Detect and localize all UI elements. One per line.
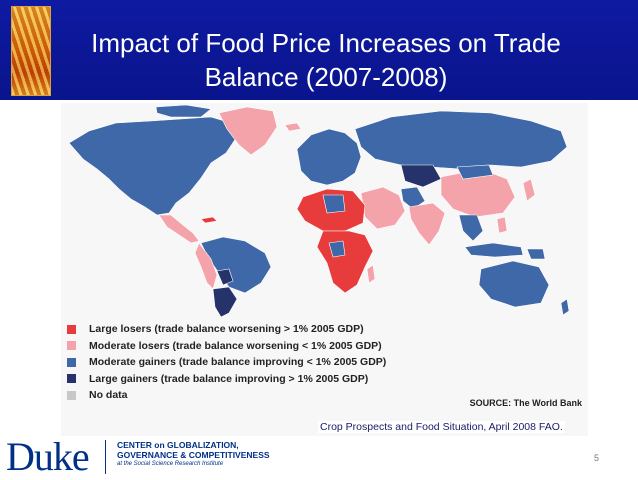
legend-item: Large losers (trade balance worsening > … [67, 321, 386, 338]
center-name: CENTER on GLOBALIZATION, GOVERNANCE & CO… [117, 440, 270, 469]
legend-label: Moderate losers (trade balance worsening… [89, 339, 382, 352]
world-map-panel: Large losers (trade balance worsening > … [61, 103, 588, 436]
region-libya-algeria [322, 194, 346, 214]
region-japan [522, 178, 536, 202]
region-argentina [212, 286, 238, 318]
region-sub-saharan-africa [316, 230, 374, 294]
region-kazakhstan [400, 164, 442, 188]
legend-swatch [67, 341, 76, 351]
region-bolivia [216, 268, 234, 286]
region-central-africa [328, 240, 346, 258]
legend-label: Large gainers (trade balance improving >… [89, 372, 369, 385]
region-central-america [158, 214, 200, 244]
citation: Crop Prospects and Food Situation, April… [318, 421, 565, 433]
region-australia [478, 260, 550, 308]
map-legend: Large losers (trade balance worsening > … [67, 321, 386, 404]
legend-item: Moderate losers (trade balance worsening… [67, 338, 386, 355]
region-north-america [68, 116, 237, 216]
title-banner: Impact of Food Price Increases on Trade … [0, 0, 638, 100]
region-greenland [218, 106, 278, 156]
legend-label: No data [89, 389, 128, 402]
center-line-1: CENTER on GLOBALIZATION, [117, 440, 239, 450]
region-philippines [496, 216, 508, 234]
region-iceland [284, 122, 302, 132]
page-number: 5 [594, 453, 600, 463]
region-canadian-arctic [155, 104, 212, 118]
region-southeast-asia [458, 214, 484, 242]
center-line-3: at the Social Science Research Institute [117, 461, 224, 467]
duke-logo: Duke [6, 434, 90, 479]
region-india [408, 202, 446, 246]
region-andes [194, 242, 218, 290]
map-source: SOURCE: The World Bank [469, 398, 582, 408]
slide-title: Impact of Food Price Increases on Trade … [56, 26, 596, 94]
region-europe [296, 128, 362, 186]
center-line-2: GOVERNANCE & COMPETITIVENESS [117, 450, 270, 460]
legend-label: Large losers (trade balance worsening > … [89, 323, 364, 336]
region-middle-east [360, 186, 406, 230]
legend-swatch [67, 324, 76, 334]
region-russia [354, 110, 568, 170]
region-caribbean [200, 216, 218, 224]
region-madagascar [366, 264, 376, 284]
logo-divider [105, 440, 106, 474]
legend-item: Large gainers (trade balance improving >… [67, 371, 386, 388]
world-map [68, 104, 570, 318]
legend-swatch [67, 357, 76, 367]
title-line-2: Balance (2007-2008) [204, 62, 448, 92]
region-png [526, 248, 546, 260]
flame-image [11, 6, 51, 96]
legend-swatch [67, 374, 76, 384]
title-line-1: Impact of Food Price Increases on Trade [91, 28, 561, 58]
legend-item: Moderate gainers (trade balance improvin… [67, 354, 386, 371]
region-new-zealand [560, 298, 570, 316]
legend-item: No data [67, 387, 386, 404]
legend-swatch [67, 390, 76, 400]
region-iran [400, 186, 426, 210]
region-indonesia [464, 242, 524, 258]
region-brazil [200, 236, 272, 294]
footer: Duke CENTER on GLOBALIZATION, GOVERNANCE… [0, 434, 638, 479]
legend-label: Moderate gainers (trade balance improvin… [89, 356, 387, 369]
region-mongolia [456, 164, 494, 180]
